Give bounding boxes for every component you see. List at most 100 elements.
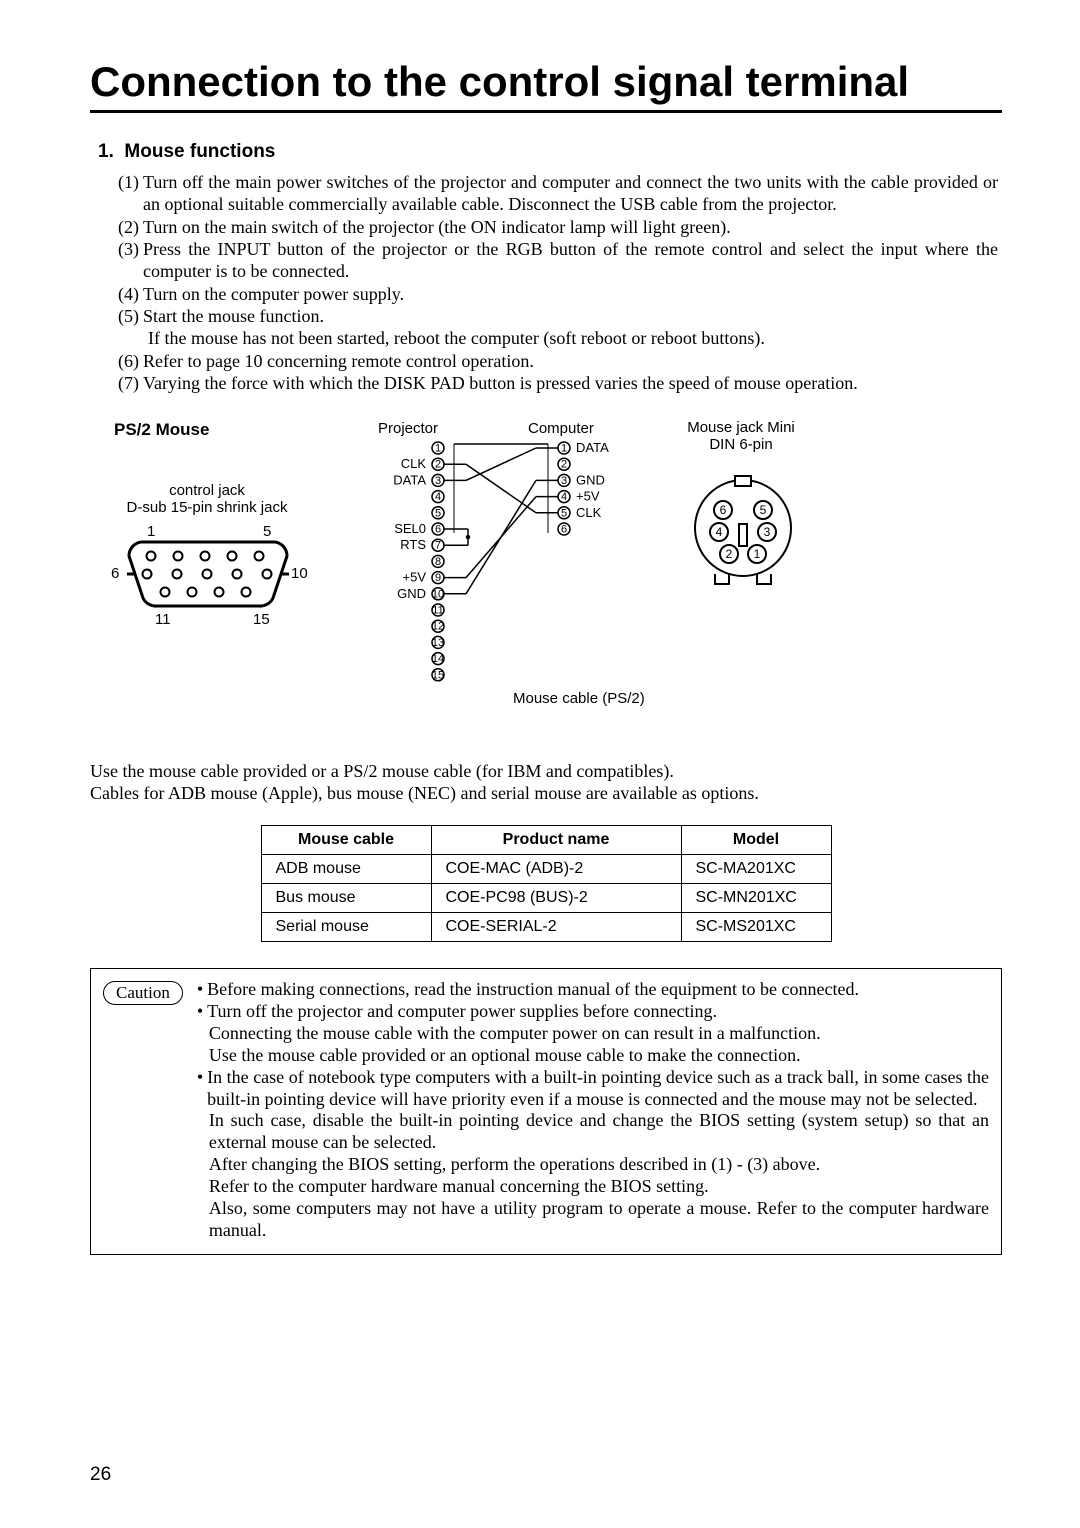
step-item: (3)Press the INPUT button of the project…	[118, 238, 998, 283]
step-item: (2)Turn on the main switch of the projec…	[118, 216, 998, 238]
dsub-caption: control jack D-sub 15-pin shrink jack	[92, 482, 322, 517]
bullet-dot: •	[197, 1001, 203, 1023]
svg-text:10: 10	[432, 588, 444, 600]
table-cell: Bus mouse	[261, 883, 431, 912]
step-number: (5)	[118, 305, 139, 327]
caution-text: After changing the BIOS setting, perform…	[209, 1154, 989, 1176]
caution-label: Caution	[103, 981, 183, 1005]
bullet-dot: •	[197, 979, 203, 1001]
step-number: (6)	[118, 350, 139, 372]
svg-text:5: 5	[561, 507, 567, 519]
svg-text:1: 1	[561, 443, 567, 455]
step-subtext: If the mouse has not been started, reboo…	[148, 327, 998, 349]
dsub-connector-svg: 156101115	[103, 522, 323, 682]
svg-text:CLK: CLK	[576, 505, 602, 520]
ps2-heading: PS/2 Mouse	[114, 420, 209, 440]
svg-text:CLK: CLK	[401, 456, 427, 471]
table-cell: SC-MA201XC	[681, 854, 831, 883]
computer-label: Computer	[528, 420, 594, 437]
svg-text:3: 3	[435, 475, 441, 487]
table-cell: COE-PC98 (BUS)-2	[431, 883, 681, 912]
svg-text:+5V: +5V	[576, 489, 600, 504]
table-row: Bus mouseCOE-PC98 (BUS)-2SC-MN201XC	[261, 883, 831, 912]
svg-text:14: 14	[432, 653, 444, 665]
svg-text:5: 5	[263, 523, 271, 540]
table-cell: Serial mouse	[261, 912, 431, 941]
svg-text:9: 9	[435, 572, 441, 584]
din-caption: Mouse jack Mini DIN 6-pin	[656, 420, 826, 453]
svg-text:4: 4	[561, 491, 567, 503]
step-item: (1)Turn off the main power switches of t…	[118, 171, 998, 216]
din-connector-svg: 654321	[658, 462, 828, 592]
step-number: (1)	[118, 171, 139, 193]
section-heading: 1. Mouse functions	[98, 141, 1002, 163]
svg-text:5: 5	[435, 507, 441, 519]
caution-text: Before making connections, read the inst…	[207, 979, 859, 1001]
table-header: Model	[681, 825, 831, 854]
caution-bullet: • In the case of notebook type computers…	[197, 1067, 989, 1111]
svg-text:2: 2	[726, 547, 733, 561]
ps2-diagram: PS/2 Mouse control jack D-sub 15-pin shr…	[98, 420, 1002, 740]
svg-text:DATA: DATA	[576, 440, 609, 455]
wiring-svg: 12CLK3DATA456SEL07RTS89+5V10GND111213141…	[346, 438, 646, 738]
steps-list: (1)Turn off the main power switches of t…	[118, 171, 998, 394]
svg-text:11: 11	[155, 611, 171, 628]
page-number: 26	[90, 1464, 111, 1486]
caution-bullet: • Turn off the projector and computer po…	[197, 1001, 989, 1023]
table-cell: ADB mouse	[261, 854, 431, 883]
svg-text:6: 6	[720, 503, 727, 517]
svg-text:5: 5	[760, 503, 767, 517]
note-line: Use the mouse cable provided or a PS/2 m…	[90, 760, 1002, 782]
svg-text:11: 11	[432, 605, 443, 617]
caution-text: Turn off the projector and computer powe…	[207, 1001, 717, 1023]
svg-text:GND: GND	[397, 586, 426, 601]
step-item: (4)Turn on the computer power supply.	[118, 283, 998, 305]
step-item: (5)Start the mouse function.	[118, 305, 998, 327]
svg-text:DATA: DATA	[393, 473, 426, 488]
notes-block: Use the mouse cable provided or a PS/2 m…	[90, 760, 1002, 805]
caution-text: In such case, disable the built-in point…	[209, 1110, 989, 1154]
step-text: Varying the force with which the DISK PA…	[143, 372, 998, 394]
svg-text:6: 6	[435, 524, 441, 536]
step-number: (3)	[118, 238, 139, 260]
svg-text:SEL0: SEL0	[394, 521, 426, 536]
note-line: Cables for ADB mouse (Apple), bus mouse …	[90, 782, 1002, 804]
svg-text:3: 3	[764, 525, 771, 539]
svg-text:2: 2	[561, 459, 567, 471]
svg-text:2: 2	[435, 459, 441, 471]
caution-text: Refer to the computer hardware manual co…	[209, 1176, 989, 1198]
svg-text:1: 1	[147, 523, 155, 540]
svg-text:13: 13	[432, 637, 444, 649]
svg-text:3: 3	[561, 475, 567, 487]
table-row: ADB mouseCOE-MAC (ADB)-2SC-MA201XC	[261, 854, 831, 883]
table-header: Mouse cable	[261, 825, 431, 854]
table-cell: COE-MAC (ADB)-2	[431, 854, 681, 883]
table-header: Product name	[431, 825, 681, 854]
caution-bullet: • Before making connections, read the in…	[197, 979, 989, 1001]
svg-text:RTS: RTS	[400, 537, 426, 552]
step-text: Start the mouse function.	[143, 305, 998, 327]
svg-text:+5V: +5V	[403, 570, 427, 585]
table-row: Serial mouseCOE-SERIAL-2SC-MS201XC	[261, 912, 831, 941]
svg-text:1: 1	[435, 443, 441, 455]
bullet-dot: •	[197, 1067, 203, 1111]
svg-text:1: 1	[754, 547, 761, 561]
section-heading-text: Mouse functions	[124, 141, 275, 162]
svg-text:6: 6	[561, 524, 567, 536]
svg-text:4: 4	[435, 491, 441, 503]
svg-text:10: 10	[291, 565, 308, 582]
step-number: (2)	[118, 216, 139, 238]
step-text: Turn on the computer power supply.	[143, 283, 998, 305]
document-page: Connection to the control signal termina…	[0, 0, 1080, 1528]
caution-text: Also, some computers may not have a util…	[209, 1198, 989, 1242]
table-cell: COE-SERIAL-2	[431, 912, 681, 941]
step-item: (7)Varying the force with which the DISK…	[118, 372, 998, 394]
svg-text:15: 15	[253, 611, 270, 628]
projector-label: Projector	[378, 420, 438, 437]
table-cell: SC-MS201XC	[681, 912, 831, 941]
page-title: Connection to the control signal termina…	[90, 58, 1002, 113]
step-text: Turn off the main power switches of the …	[143, 171, 998, 216]
step-text: Turn on the main switch of the projector…	[143, 216, 998, 238]
svg-text:15: 15	[432, 669, 444, 681]
table-cell: SC-MN201XC	[681, 883, 831, 912]
